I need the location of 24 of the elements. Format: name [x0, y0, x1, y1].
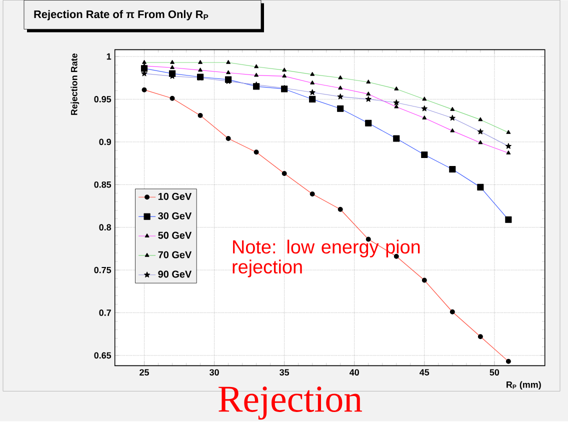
y-axis-title: Rejection Rate — [70, 54, 80, 115]
y-tick-label: 0.95 — [94, 96, 112, 102]
x-tick-label: 30 — [210, 369, 219, 376]
x-tick-label: 25 — [140, 369, 150, 376]
y-tick-label: 0.8 — [99, 224, 112, 231]
y-tick-label: 0.7 — [99, 310, 111, 316]
y-tick-label: 1 — [106, 53, 112, 60]
legend-label: 30 GeV — [158, 212, 192, 220]
legend-label: 50 GeV — [158, 232, 192, 239]
chart-title: Rejection Rate of π From Only R$_{P}$ — [34, 10, 208, 20]
x-tick-label: 50 — [490, 369, 500, 376]
y-tick-label: 0.85 — [94, 181, 112, 188]
y-tick-label: 0.9 — [99, 138, 112, 146]
text: Rejection — [218, 386, 362, 420]
annotation: Note: low energy pion rejection — [232, 240, 420, 278]
y-tick-label: 0.65 — [94, 352, 112, 359]
x-tick-label: 40 — [350, 369, 359, 376]
x-axis-title: R$_{P}$ (mm) — [506, 381, 541, 390]
legend-label: 70 GeV — [158, 251, 192, 258]
x-tick-label: 35 — [280, 369, 290, 376]
legend-label: 10 GeV — [158, 192, 192, 200]
legend-label: 90 GeV — [158, 270, 192, 278]
x-tick-label: 45 — [420, 369, 430, 376]
y-tick-label: 0.75 — [94, 266, 112, 274]
